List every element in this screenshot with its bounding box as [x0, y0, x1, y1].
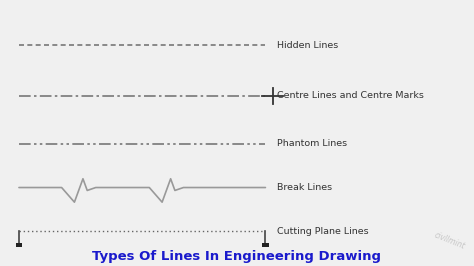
Text: Break Lines: Break Lines: [277, 183, 332, 192]
Text: Cutting Plane Lines: Cutting Plane Lines: [277, 227, 369, 236]
Text: Hidden Lines: Hidden Lines: [277, 41, 338, 50]
Text: civllmint: civllmint: [433, 231, 467, 251]
Bar: [263, 243, 268, 247]
Text: Types Of Lines In Engineering Drawing: Types Of Lines In Engineering Drawing: [92, 250, 382, 263]
Text: Phantom Lines: Phantom Lines: [277, 139, 347, 148]
Bar: [16, 243, 22, 247]
Text: Centre Lines and Centre Marks: Centre Lines and Centre Marks: [277, 91, 424, 100]
